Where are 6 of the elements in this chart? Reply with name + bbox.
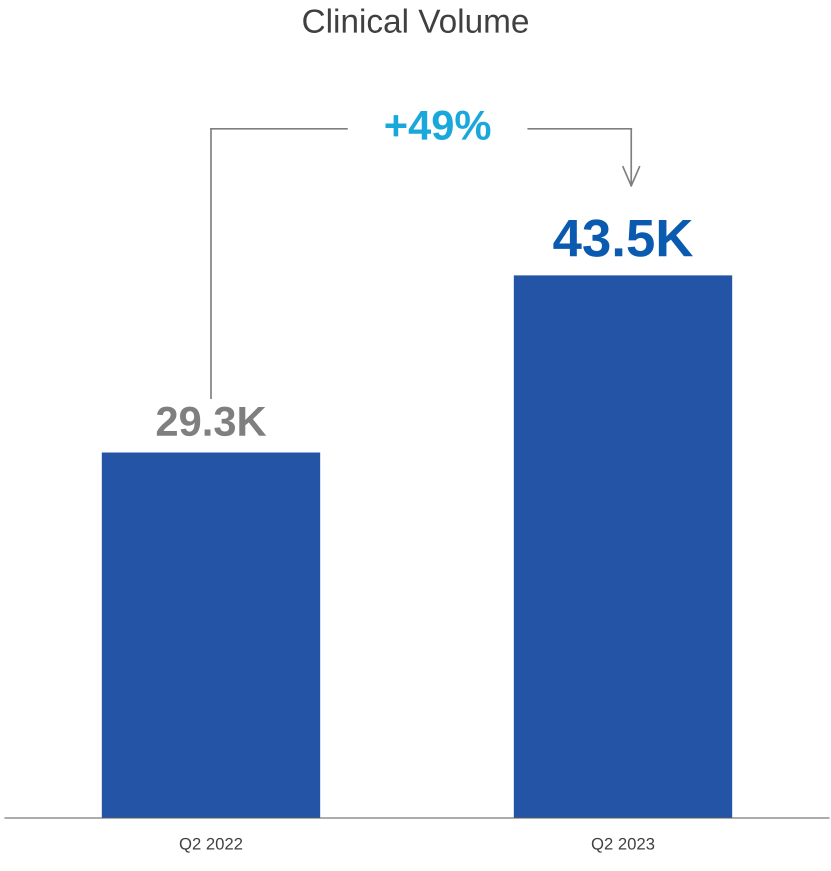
x-tick-label: Q2 2022: [180, 838, 242, 853]
data-label: 29.3K: [156, 406, 266, 436]
chart-title: Clinical Volume: [303, 8, 528, 33]
text: +49%: [385, 110, 490, 140]
x-tick-label: Q2 2023: [592, 838, 654, 853]
data-label: 43.5K: [553, 219, 693, 257]
